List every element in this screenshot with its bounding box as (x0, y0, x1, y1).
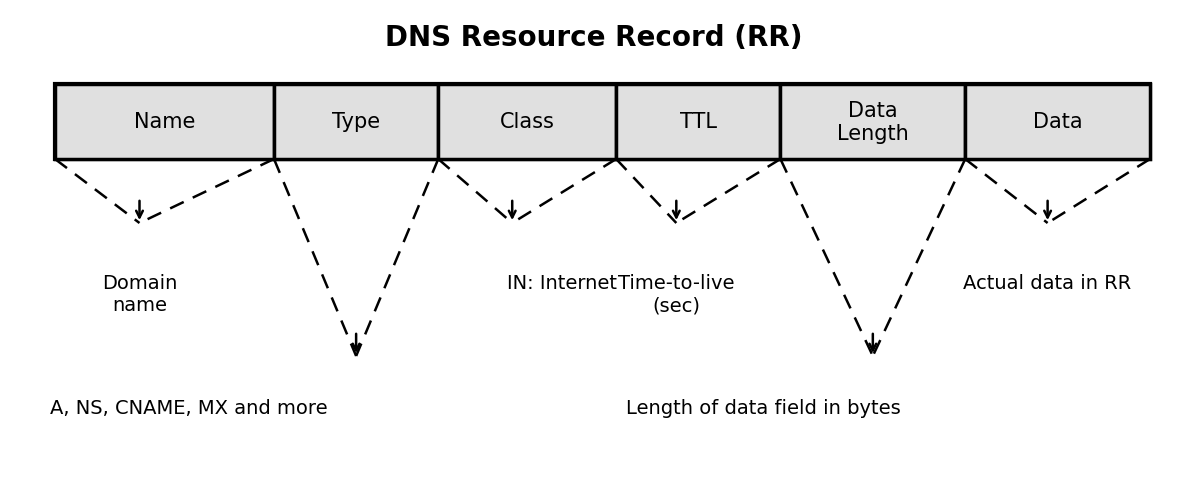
Text: Type: Type (333, 112, 380, 132)
Text: Data: Data (1032, 112, 1082, 132)
Text: Actual data in RR: Actual data in RR (963, 273, 1132, 292)
Text: Time-to-live
(sec): Time-to-live (sec) (618, 273, 734, 314)
Text: Name: Name (134, 112, 195, 132)
Text: TTL: TTL (680, 112, 716, 132)
Text: Domain
name: Domain name (102, 273, 177, 314)
Bar (781, 85, 965, 160)
Text: DNS Resource Record (RR): DNS Resource Record (RR) (385, 24, 803, 52)
Text: Data
Length: Data Length (838, 101, 909, 144)
Bar (617, 85, 781, 160)
Bar (965, 85, 1150, 160)
Bar (438, 85, 617, 160)
Bar (274, 85, 438, 160)
Text: A, NS, CNAME, MX and more: A, NS, CNAME, MX and more (50, 398, 328, 417)
Text: Class: Class (500, 112, 555, 132)
Text: Length of data field in bytes: Length of data field in bytes (626, 398, 901, 417)
Text: IN: Internet: IN: Internet (507, 273, 618, 292)
Bar (55, 85, 1150, 160)
Bar (55, 85, 274, 160)
